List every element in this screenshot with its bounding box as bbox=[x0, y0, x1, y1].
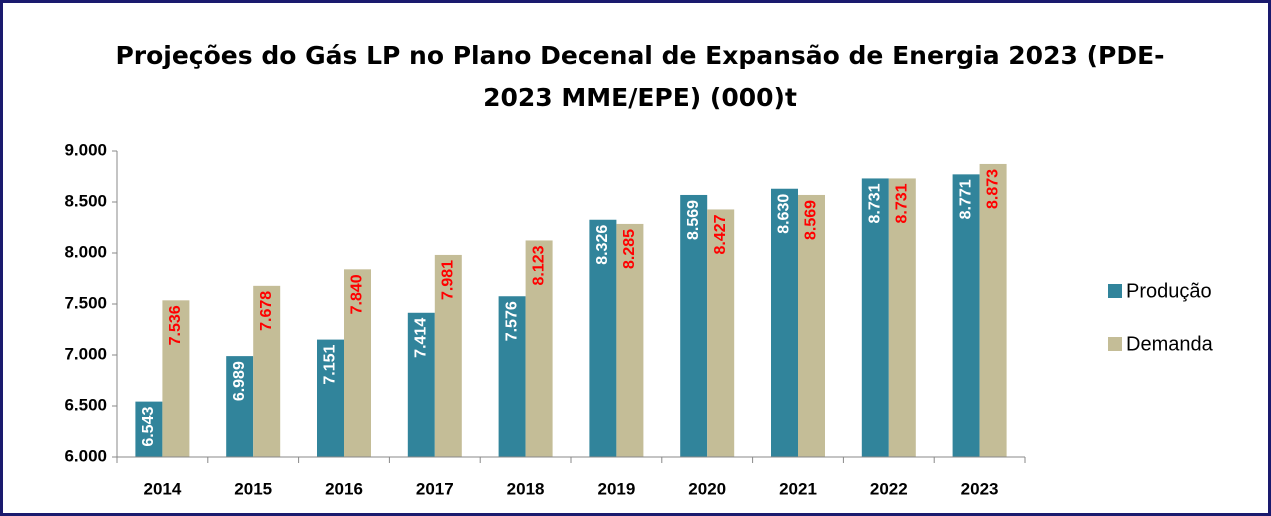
bar bbox=[162, 300, 190, 457]
y-tick-label: 8.000 bbox=[64, 242, 107, 261]
bar bbox=[798, 194, 825, 457]
data-label: 8.569 bbox=[803, 200, 820, 240]
bar bbox=[979, 163, 1007, 458]
bar bbox=[498, 296, 526, 457]
bar bbox=[344, 269, 371, 457]
x-tick-label: 2014 bbox=[143, 479, 181, 498]
x-tick-label: 2016 bbox=[325, 479, 363, 498]
data-label: 6.543 bbox=[140, 407, 157, 447]
y-tick-label: 6.000 bbox=[64, 446, 107, 465]
x-tick-label: 2022 bbox=[870, 479, 908, 498]
x-tick-label: 2018 bbox=[507, 479, 545, 498]
chart-title: 2023 MME/EPE) (000)t bbox=[483, 83, 797, 112]
y-tick-label: 8.500 bbox=[64, 191, 107, 210]
legend-swatch bbox=[1108, 284, 1122, 298]
y-tick-label: 9.000 bbox=[64, 140, 107, 159]
data-label: 7.678 bbox=[258, 291, 275, 331]
x-tick-label: 2019 bbox=[597, 479, 635, 498]
data-label: 7.151 bbox=[322, 345, 339, 385]
bar bbox=[771, 188, 798, 458]
bar bbox=[707, 209, 735, 457]
x-tick-label: 2017 bbox=[416, 479, 454, 498]
data-label: 8.731 bbox=[894, 183, 911, 223]
data-label: 7.576 bbox=[503, 301, 520, 341]
bar bbox=[226, 356, 254, 457]
bar bbox=[317, 339, 344, 457]
bar bbox=[407, 312, 435, 457]
data-label: 8.569 bbox=[685, 200, 702, 240]
bar bbox=[434, 254, 462, 457]
bar bbox=[888, 178, 916, 458]
data-label: 7.414 bbox=[413, 318, 430, 358]
data-label: 6.989 bbox=[231, 361, 248, 401]
bar bbox=[680, 194, 708, 457]
data-label: 8.427 bbox=[712, 214, 729, 254]
y-tick-label: 7.500 bbox=[64, 293, 107, 312]
data-label: 8.873 bbox=[984, 169, 1001, 209]
bar bbox=[589, 219, 617, 457]
data-label: 7.536 bbox=[167, 305, 184, 345]
data-label: 8.326 bbox=[594, 225, 611, 265]
x-tick-label: 2020 bbox=[688, 479, 726, 498]
chart-title: Projeções do Gás LP no Plano Decenal de … bbox=[115, 41, 1164, 70]
bar bbox=[861, 178, 889, 458]
bar bbox=[616, 223, 644, 457]
x-tick-label: 2021 bbox=[779, 479, 817, 498]
bar bbox=[135, 401, 163, 457]
y-tick-label: 7.000 bbox=[64, 344, 107, 363]
legend-label: Demanda bbox=[1126, 333, 1214, 355]
data-label: 8.123 bbox=[530, 245, 547, 285]
x-tick-label: 2023 bbox=[961, 479, 999, 498]
y-tick-label: 6.500 bbox=[64, 395, 107, 414]
data-label: 8.285 bbox=[621, 229, 638, 269]
bar bbox=[253, 285, 281, 457]
data-label: 7.840 bbox=[349, 274, 366, 314]
data-label: 8.731 bbox=[867, 183, 884, 223]
x-tick-label: 2015 bbox=[234, 479, 272, 498]
legend-label: Produção bbox=[1126, 280, 1212, 302]
data-label: 7.981 bbox=[440, 260, 457, 300]
data-label: 8.771 bbox=[957, 179, 974, 219]
data-label: 8.630 bbox=[776, 194, 793, 234]
bar bbox=[952, 174, 980, 457]
bar bbox=[525, 240, 553, 457]
legend-swatch bbox=[1108, 337, 1122, 351]
